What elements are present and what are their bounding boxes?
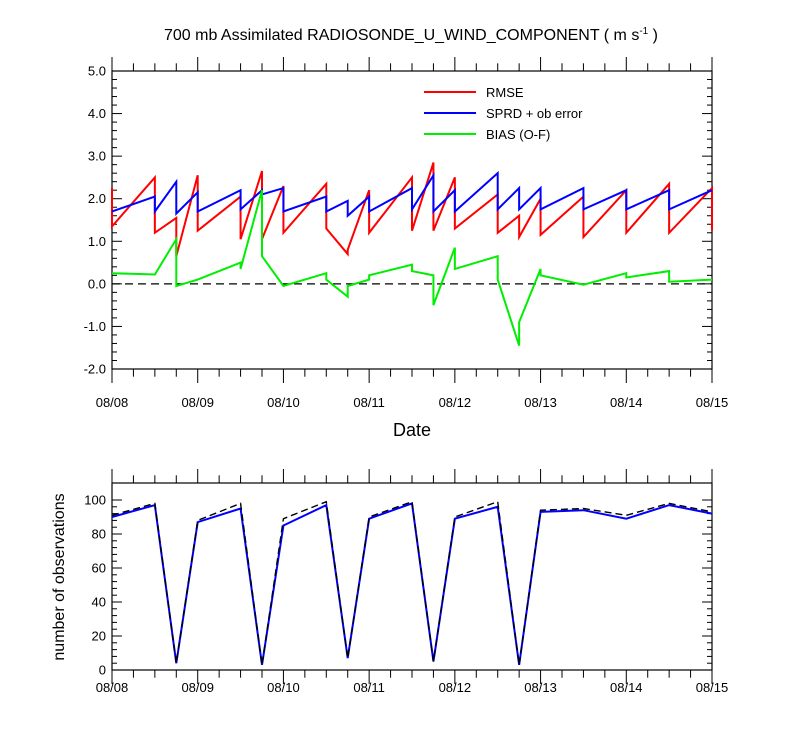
bottom-chart-y-axis-title: number of observations	[51, 493, 68, 660]
x-tick-label: 08/14	[610, 395, 643, 410]
y-tick-label: 100	[84, 493, 106, 508]
x-tick-label: 08/12	[439, 395, 472, 410]
x-tick-label: 08/15	[696, 680, 729, 695]
x-tick-label: 08/12	[439, 680, 472, 695]
y-tick-label: 0.0	[88, 276, 106, 291]
y-tick-label: -2.0	[84, 362, 106, 377]
legend-label: BIAS (O-F)	[486, 127, 550, 142]
series-line-0-1	[111, 170, 713, 218]
x-tick-label: 08/08	[96, 680, 129, 695]
x-tick-label: 08/10	[267, 395, 300, 410]
x-tick-label: 08/15	[696, 395, 729, 410]
top-chart-title: 700 mb Assimilated RADIOSONDE_U_WIND_COM…	[164, 26, 658, 44]
top-chart: 08/08 08/09 08/10 08/11 08/12 08/13 08/14 08/15…	[84, 57, 729, 410]
x-tick-label: 08/13	[524, 680, 557, 695]
x-tick-label: 08/09	[181, 680, 214, 695]
top-chart-x-axis-title: Date	[393, 420, 431, 440]
y-tick-label: -1.0	[84, 319, 106, 334]
series-line-1-0	[111, 502, 713, 666]
y-tick-label: 3.0	[88, 149, 106, 164]
y-tick-label: 80	[92, 527, 106, 542]
legend-label: SPRD + ob error	[486, 106, 583, 121]
plot-frame	[111, 482, 713, 671]
y-tick-label: 0	[99, 663, 106, 678]
x-tick-label: 08/08	[96, 395, 129, 410]
series-line-0-2	[111, 189, 713, 346]
x-tick-label: 08/09	[181, 395, 214, 410]
legend-label: RMSE	[486, 85, 524, 100]
series-line-1-1	[111, 500, 713, 666]
x-tick-label: 08/10	[267, 680, 300, 695]
y-tick-label: 40	[92, 595, 106, 610]
x-tick-label: 08/11	[353, 680, 385, 695]
y-tick-label: 2.0	[88, 191, 106, 206]
y-tick-label: 4.0	[88, 106, 106, 121]
x-tick-label: 08/11	[353, 395, 385, 410]
x-tick-label: 08/14	[610, 680, 643, 695]
y-tick-label: 20	[92, 629, 106, 644]
y-tick-label: 5.0	[88, 64, 106, 79]
y-tick-label: 1.0	[88, 234, 106, 249]
bottom-chart: 08/08 08/09 08/10 08/11 08/12 08/13 08/14 08/15…	[84, 469, 728, 695]
y-tick-label: 60	[92, 561, 106, 576]
x-tick-label: 08/13	[524, 395, 557, 410]
